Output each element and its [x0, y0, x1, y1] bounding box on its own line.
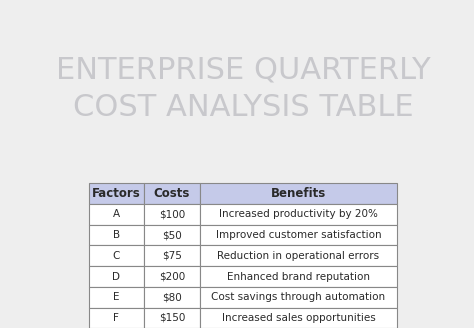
Bar — [89, 266, 144, 287]
Bar — [89, 245, 144, 266]
Text: Factors: Factors — [92, 187, 141, 200]
Bar — [89, 225, 144, 245]
Text: Cost savings through automation: Cost savings through automation — [211, 292, 385, 302]
Bar — [144, 183, 200, 204]
Bar — [144, 225, 200, 245]
Bar — [144, 308, 200, 328]
Text: Increased sales opportunities: Increased sales opportunities — [221, 313, 375, 323]
Bar — [200, 308, 397, 328]
Bar — [89, 204, 144, 225]
Text: Improved customer satisfaction: Improved customer satisfaction — [216, 230, 381, 240]
Text: F: F — [113, 313, 119, 323]
Bar — [200, 225, 397, 245]
Bar — [200, 183, 397, 204]
Text: $200: $200 — [159, 272, 185, 281]
Bar — [200, 287, 397, 308]
Text: D: D — [112, 272, 120, 281]
Text: ENTERPRISE QUARTERLY: ENTERPRISE QUARTERLY — [55, 55, 430, 84]
Text: $150: $150 — [159, 313, 185, 323]
Bar — [200, 266, 397, 287]
Text: Benefits: Benefits — [271, 187, 326, 200]
Bar — [89, 183, 144, 204]
Text: Increased productivity by 20%: Increased productivity by 20% — [219, 209, 378, 219]
Text: Costs: Costs — [154, 187, 190, 200]
Bar — [144, 266, 200, 287]
Text: $80: $80 — [162, 292, 182, 302]
Text: COST ANALYSIS TABLE: COST ANALYSIS TABLE — [73, 93, 413, 122]
Bar — [89, 308, 144, 328]
Text: E: E — [113, 292, 119, 302]
Text: C: C — [113, 251, 120, 261]
Text: Reduction in operational errors: Reduction in operational errors — [218, 251, 380, 261]
Text: A: A — [113, 209, 120, 219]
Bar — [144, 204, 200, 225]
Text: $100: $100 — [159, 209, 185, 219]
Bar — [144, 245, 200, 266]
Text: B: B — [113, 230, 120, 240]
Bar — [200, 204, 397, 225]
Bar — [200, 245, 397, 266]
Text: Enhanced brand reputation: Enhanced brand reputation — [227, 272, 370, 281]
Text: $75: $75 — [162, 251, 182, 261]
Bar — [144, 287, 200, 308]
Text: $50: $50 — [162, 230, 182, 240]
Bar — [89, 287, 144, 308]
